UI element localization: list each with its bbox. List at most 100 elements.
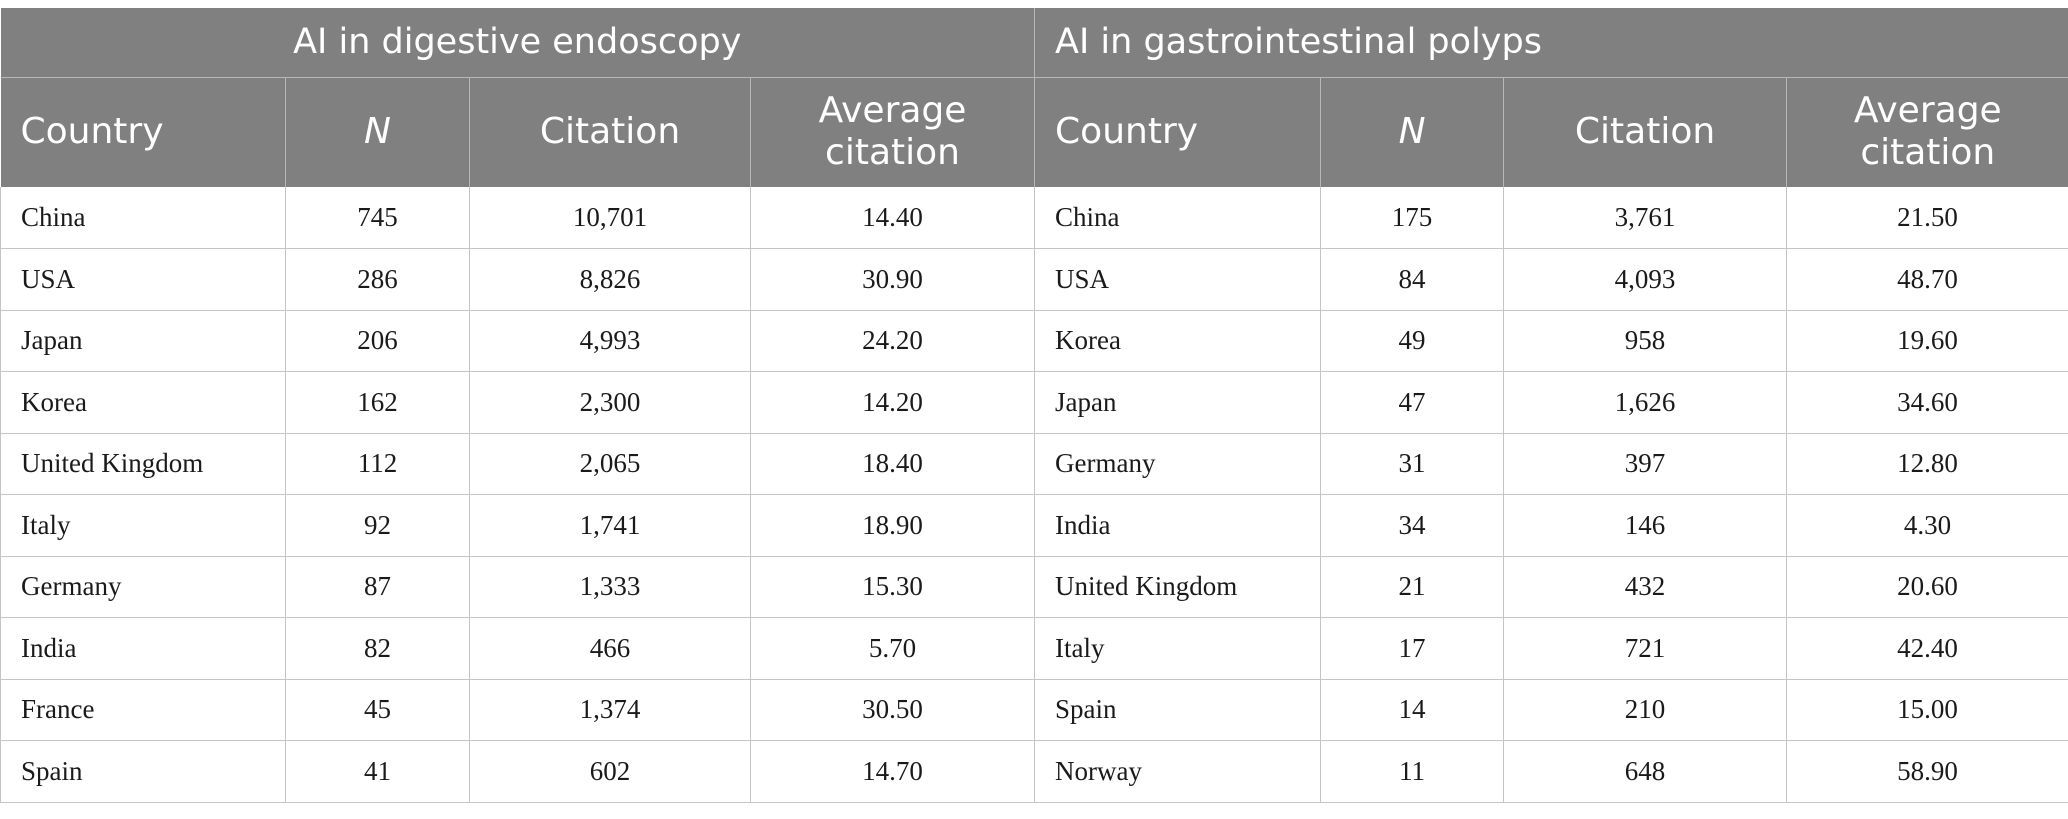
country-citation-table: AI in digestive endoscopy AI in gastroin… bbox=[0, 8, 2068, 803]
table-row: United Kingdom 112 2,065 18.40 Germany 31 397 1… bbox=[0, 433, 2068, 495]
cell-average-citation-polyps: 19.60 bbox=[1786, 310, 2068, 372]
cell-average-citation-endoscopy: 30.50 bbox=[750, 679, 1036, 741]
cell-average-citation-polyps: 42.40 bbox=[1786, 617, 2068, 680]
cell-n-polyps: 31 bbox=[1320, 433, 1505, 495]
cell-n-endoscopy: 162 bbox=[285, 371, 470, 434]
cell-country-endoscopy: China bbox=[0, 187, 286, 249]
table-row: China 745 10,701 14.40 China 175 3,761 21.50 bbox=[0, 187, 2068, 249]
cell-country-endoscopy: Japan bbox=[0, 310, 286, 372]
table-row: India 82 466 5.70 Italy 17 721 42.40 bbox=[0, 617, 2068, 680]
cell-country-polyps: India bbox=[1034, 494, 1322, 557]
cell-country-polyps: China bbox=[1034, 187, 1322, 249]
cell-average-citation-polyps: 34.60 bbox=[1786, 371, 2068, 434]
cell-n-polyps: 14 bbox=[1320, 679, 1505, 741]
table-row: USA 286 8,826 30.90 USA 84 4,093 48.70 bbox=[0, 248, 2068, 311]
table-row: Germany 87 1,333 15.30 United Kingdom 21 432 20… bbox=[0, 556, 2068, 618]
cell-average-citation-endoscopy: 30.90 bbox=[750, 248, 1036, 311]
cell-citation-endoscopy: 1,741 bbox=[469, 494, 751, 557]
cell-citation-endoscopy: 4,993 bbox=[469, 310, 751, 372]
cell-n-endoscopy: 745 bbox=[285, 187, 470, 249]
table-row: Japan 206 4,993 24.20 Korea 49 958 19.60 bbox=[0, 310, 2068, 372]
col-header-country: Country bbox=[0, 77, 286, 187]
cell-citation-polyps: 958 bbox=[1503, 310, 1788, 372]
cell-citation-polyps: 1,626 bbox=[1503, 371, 1788, 434]
col-header-citation: Citation bbox=[1503, 77, 1788, 187]
cell-n-polyps: 21 bbox=[1320, 556, 1505, 618]
table-row: Italy 92 1,741 18.90 India 34 146 4.30 bbox=[0, 494, 2068, 557]
cell-average-citation-polyps: 21.50 bbox=[1786, 187, 2068, 249]
cell-citation-endoscopy: 8,826 bbox=[469, 248, 751, 311]
cell-citation-endoscopy: 1,333 bbox=[469, 556, 751, 618]
cell-average-citation-endoscopy: 14.20 bbox=[750, 371, 1036, 434]
cell-average-citation-endoscopy: 5.70 bbox=[750, 617, 1036, 680]
cell-citation-polyps: 4,093 bbox=[1503, 248, 1788, 311]
col-header-average-citation: Average citation bbox=[750, 77, 1036, 187]
cell-average-citation-polyps: 4.30 bbox=[1786, 494, 2068, 557]
cell-citation-polyps: 210 bbox=[1503, 679, 1788, 741]
col-header-n: N bbox=[285, 77, 470, 187]
cell-country-endoscopy: United Kingdom bbox=[0, 433, 286, 495]
cell-average-citation-endoscopy: 14.70 bbox=[750, 740, 1036, 803]
cell-citation-polyps: 397 bbox=[1503, 433, 1788, 495]
col-header-average-citation: Average citation bbox=[1786, 77, 2068, 187]
cell-country-endoscopy: Spain bbox=[0, 740, 286, 803]
cell-country-endoscopy: Germany bbox=[0, 556, 286, 618]
cell-n-polyps: 84 bbox=[1320, 248, 1505, 311]
table-row: Spain 41 602 14.70 Norway 11 648 58.90 bbox=[0, 740, 2068, 803]
col-header-n: N bbox=[1320, 77, 1505, 187]
cell-country-polyps: USA bbox=[1034, 248, 1322, 311]
table-body: China 745 10,701 14.40 China 175 3,761 21.50 USA… bbox=[0, 187, 2068, 803]
cell-citation-endoscopy: 2,065 bbox=[469, 433, 751, 495]
cell-citation-endoscopy: 602 bbox=[469, 740, 751, 803]
cell-country-polyps: Korea bbox=[1034, 310, 1322, 372]
cell-citation-polyps: 146 bbox=[1503, 494, 1788, 557]
cell-citation-endoscopy: 1,374 bbox=[469, 679, 751, 741]
cell-country-polyps: Norway bbox=[1034, 740, 1322, 803]
cell-country-polyps: Spain bbox=[1034, 679, 1322, 741]
cell-citation-endoscopy: 466 bbox=[469, 617, 751, 680]
cell-average-citation-endoscopy: 14.40 bbox=[750, 187, 1036, 249]
cell-n-endoscopy: 87 bbox=[285, 556, 470, 618]
cell-country-polyps: Germany bbox=[1034, 433, 1322, 495]
cell-average-citation-polyps: 48.70 bbox=[1786, 248, 2068, 311]
table-row: France 45 1,374 30.50 Spain 14 210 15.00 bbox=[0, 679, 2068, 741]
cell-citation-polyps: 432 bbox=[1503, 556, 1788, 618]
cell-country-endoscopy: USA bbox=[0, 248, 286, 311]
cell-n-endoscopy: 92 bbox=[285, 494, 470, 557]
cell-average-citation-polyps: 12.80 bbox=[1786, 433, 2068, 495]
cell-country-polyps: Japan bbox=[1034, 371, 1322, 434]
cell-n-endoscopy: 82 bbox=[285, 617, 470, 680]
cell-country-endoscopy: Italy bbox=[0, 494, 286, 557]
table-row: Korea 162 2,300 14.20 Japan 47 1,626 34.60 bbox=[0, 371, 2068, 434]
cell-country-endoscopy: Korea bbox=[0, 371, 286, 434]
cell-country-polyps: Italy bbox=[1034, 617, 1322, 680]
cell-n-polyps: 47 bbox=[1320, 371, 1505, 434]
cell-citation-polyps: 3,761 bbox=[1503, 187, 1788, 249]
cell-n-polyps: 11 bbox=[1320, 740, 1505, 803]
cell-average-citation-endoscopy: 24.20 bbox=[750, 310, 1036, 372]
cell-citation-endoscopy: 2,300 bbox=[469, 371, 751, 434]
cell-n-polyps: 17 bbox=[1320, 617, 1505, 680]
cell-n-polyps: 175 bbox=[1320, 187, 1505, 249]
cell-citation-endoscopy: 10,701 bbox=[469, 187, 751, 249]
cell-citation-polyps: 721 bbox=[1503, 617, 1788, 680]
cell-country-endoscopy: France bbox=[0, 679, 286, 741]
column-header-row: Country N Citation Average citation Coun… bbox=[0, 77, 2068, 187]
cell-country-endoscopy: India bbox=[0, 617, 286, 680]
cell-n-endoscopy: 45 bbox=[285, 679, 470, 741]
cell-n-endoscopy: 206 bbox=[285, 310, 470, 372]
cell-average-citation-endoscopy: 18.40 bbox=[750, 433, 1036, 495]
col-header-country: Country bbox=[1034, 77, 1322, 187]
cell-citation-polyps: 648 bbox=[1503, 740, 1788, 803]
col-header-citation: Citation bbox=[469, 77, 751, 187]
group-header-endoscopy: AI in digestive endoscopy bbox=[0, 8, 1036, 78]
cell-n-endoscopy: 112 bbox=[285, 433, 470, 495]
cell-n-endoscopy: 286 bbox=[285, 248, 470, 311]
cell-average-citation-polyps: 58.90 bbox=[1786, 740, 2068, 803]
cell-average-citation-endoscopy: 15.30 bbox=[750, 556, 1036, 618]
cell-n-polyps: 49 bbox=[1320, 310, 1505, 372]
cell-n-endoscopy: 41 bbox=[285, 740, 470, 803]
group-header-row: AI in digestive endoscopy AI in gastroin… bbox=[0, 8, 2068, 78]
cell-average-citation-polyps: 20.60 bbox=[1786, 556, 2068, 618]
cell-average-citation-endoscopy: 18.90 bbox=[750, 494, 1036, 557]
